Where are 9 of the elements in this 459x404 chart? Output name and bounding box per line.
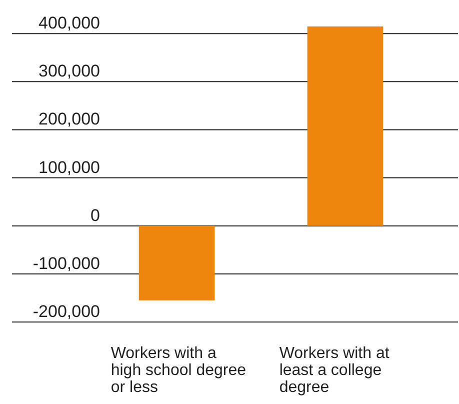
x-tick-label: Workers with a high school degree or less xyxy=(110,345,246,396)
y-tick-label: 400,000 xyxy=(38,14,100,33)
y-tick-label: 200,000 xyxy=(38,110,100,129)
x-tick-label: Workers with at least a college degree xyxy=(279,345,390,396)
y-tick-label: -200,000 xyxy=(32,302,100,321)
y-tick-label: 0 xyxy=(90,206,100,225)
y-tick-label: -100,000 xyxy=(32,254,100,273)
y-tick-label: 100,000 xyxy=(38,158,100,177)
y-tick-label: 300,000 xyxy=(38,62,100,81)
